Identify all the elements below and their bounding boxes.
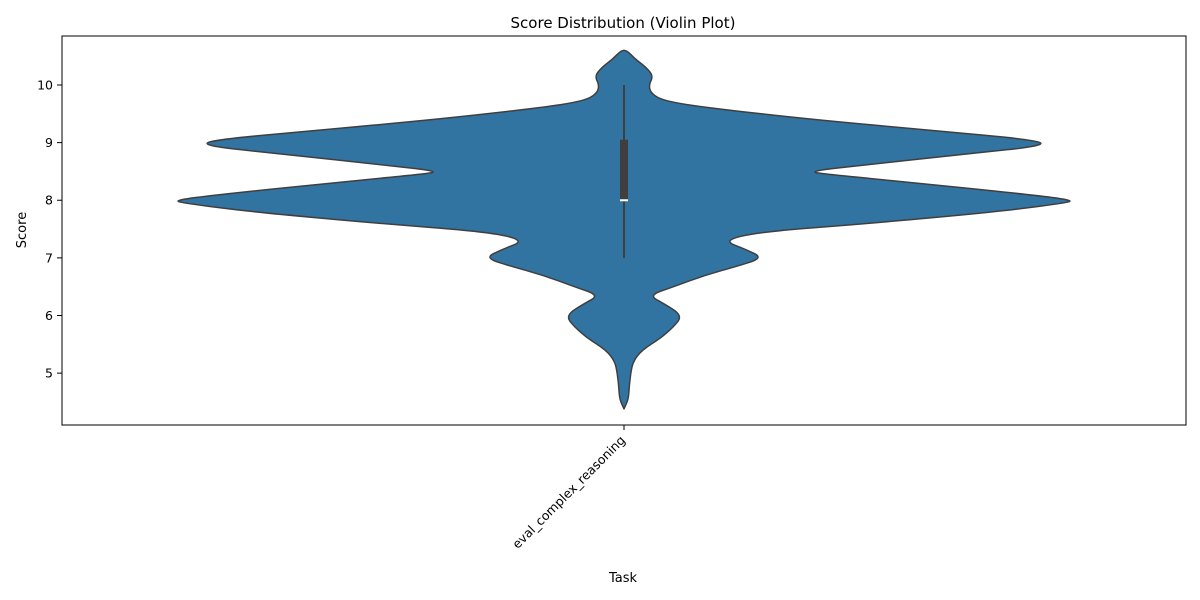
chart-title: Score Distribution (Violin Plot)	[511, 14, 736, 32]
x-tick-label: eval_complex_reasoning	[509, 433, 628, 552]
y-axis-label: Score	[15, 212, 30, 248]
y-tick-label: 5	[45, 366, 53, 381]
iqr-box	[620, 139, 628, 201]
x-axis: eval_complex_reasoning	[509, 425, 628, 552]
plot-area	[177, 49, 1071, 410]
y-tick-label: 9	[45, 135, 53, 150]
y-tick-label: 7	[45, 250, 53, 265]
y-tick-label: 10	[37, 77, 53, 92]
y-axis: 5 6 7 8 9 10	[37, 77, 62, 381]
y-tick-label: 8	[45, 193, 53, 208]
y-tick-label: 6	[45, 308, 53, 323]
x-axis-label: Task	[608, 571, 638, 586]
